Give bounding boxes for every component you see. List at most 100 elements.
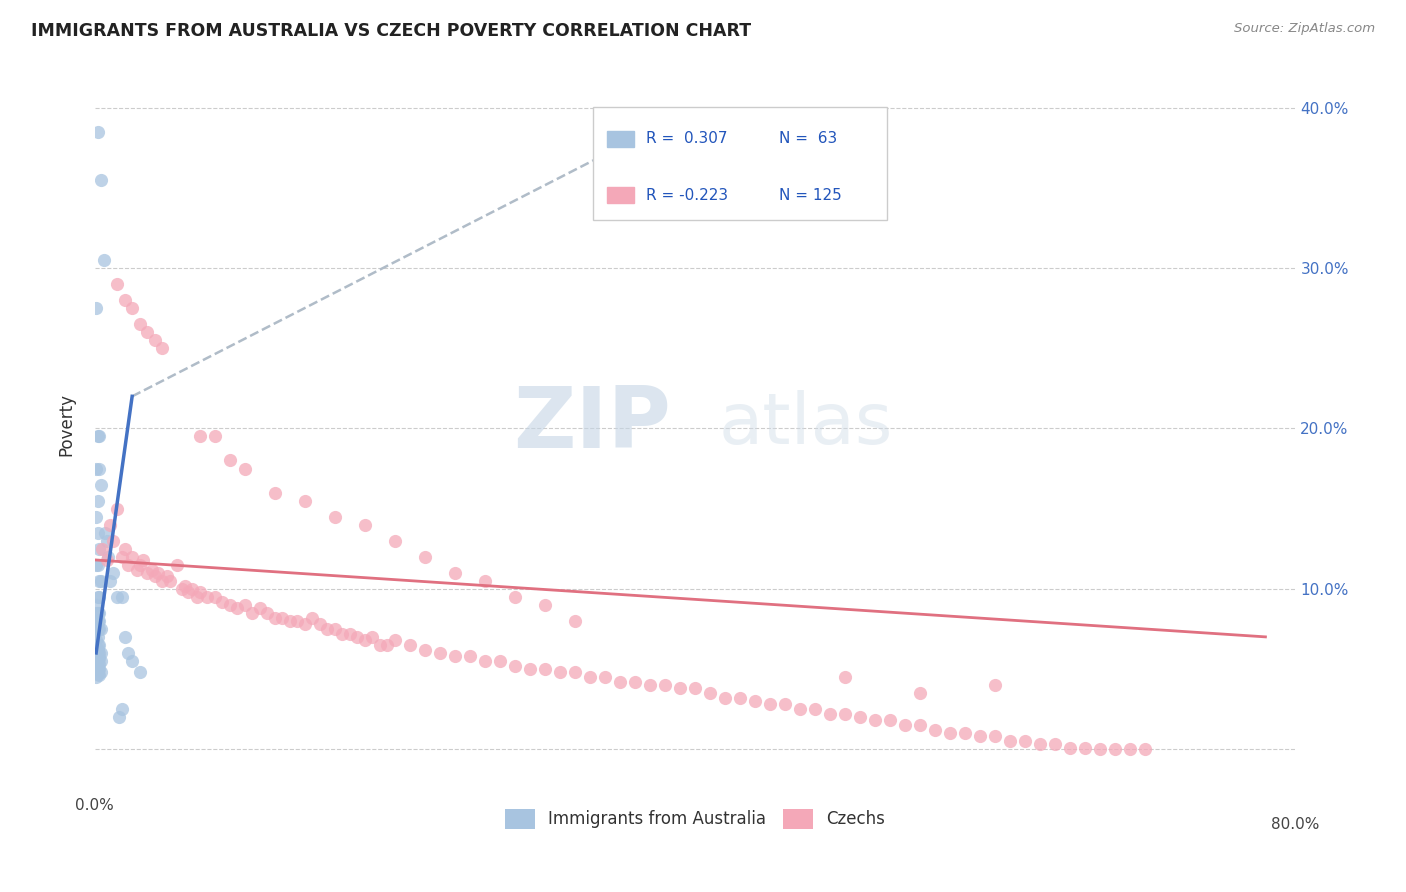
Point <box>181 582 204 596</box>
Point <box>105 277 128 291</box>
Point <box>624 674 647 689</box>
Point <box>204 429 226 443</box>
Point <box>89 638 111 652</box>
Point <box>89 662 111 676</box>
Point <box>86 642 108 657</box>
Point <box>256 606 278 620</box>
Point <box>90 654 112 668</box>
Point <box>84 558 107 572</box>
Point <box>263 610 285 624</box>
Point <box>939 726 962 740</box>
Point <box>294 493 316 508</box>
Text: R = -0.223: R = -0.223 <box>645 187 728 202</box>
Point <box>503 590 526 604</box>
Point <box>564 665 586 680</box>
Point <box>519 662 541 676</box>
Point <box>669 681 692 696</box>
Point <box>117 558 139 572</box>
Point <box>1090 742 1112 756</box>
Point <box>863 713 886 727</box>
Point <box>301 610 323 624</box>
Point <box>150 341 173 355</box>
Point <box>125 562 148 576</box>
Point <box>150 574 173 588</box>
Point <box>429 646 451 660</box>
Point <box>111 702 134 716</box>
Point <box>908 718 931 732</box>
Point <box>294 617 316 632</box>
Point <box>121 301 143 315</box>
Point <box>924 723 946 737</box>
Point <box>188 429 211 443</box>
Point <box>728 690 751 705</box>
Point <box>218 598 240 612</box>
Point <box>353 633 375 648</box>
Point <box>128 317 150 331</box>
Point <box>86 614 108 628</box>
Point <box>375 638 398 652</box>
Point <box>714 690 737 705</box>
Point <box>1059 740 1081 755</box>
Point <box>89 622 111 636</box>
Point <box>90 574 112 588</box>
Point <box>143 569 166 583</box>
Point <box>353 517 375 532</box>
Point <box>384 533 406 548</box>
Point <box>89 590 111 604</box>
Point <box>579 670 602 684</box>
Point <box>84 658 107 673</box>
Point <box>323 509 346 524</box>
Point <box>361 630 384 644</box>
Point <box>86 638 108 652</box>
Point <box>89 646 111 660</box>
Point <box>346 630 368 644</box>
Point <box>683 681 706 696</box>
Point <box>969 729 991 743</box>
Point <box>654 678 676 692</box>
Point <box>86 525 108 540</box>
Point <box>94 525 117 540</box>
Point <box>105 501 128 516</box>
Point <box>84 598 107 612</box>
Point <box>1074 740 1097 755</box>
Point <box>90 173 112 187</box>
Point <box>90 622 112 636</box>
Point <box>278 614 301 628</box>
Text: Source: ZipAtlas.com: Source: ZipAtlas.com <box>1234 22 1375 36</box>
Point <box>156 569 179 583</box>
Point <box>489 654 512 668</box>
Point <box>398 638 420 652</box>
Point <box>101 533 124 548</box>
Y-axis label: Poverty: Poverty <box>58 392 75 456</box>
Point <box>984 678 1007 692</box>
Point <box>114 630 136 644</box>
Point <box>90 665 112 680</box>
Point <box>107 710 129 724</box>
Point <box>818 706 841 721</box>
Point <box>86 666 108 681</box>
Legend: Immigrants from Australia, Czechs: Immigrants from Australia, Czechs <box>498 802 891 836</box>
Point <box>121 549 143 564</box>
Point <box>86 622 108 636</box>
Point <box>98 574 121 588</box>
Point <box>86 662 108 676</box>
Point <box>330 626 353 640</box>
Point <box>86 630 108 644</box>
Point <box>89 606 111 620</box>
Bar <box>607 187 634 203</box>
Point <box>173 578 195 592</box>
Point <box>186 590 208 604</box>
Point <box>474 654 496 668</box>
Point <box>444 649 467 664</box>
Point <box>1000 734 1022 748</box>
Point <box>204 590 226 604</box>
Point <box>86 429 108 443</box>
Point <box>90 646 112 660</box>
Point <box>176 585 198 599</box>
Point <box>1029 737 1052 751</box>
Point <box>84 509 107 524</box>
Point <box>84 641 107 656</box>
Point <box>84 606 107 620</box>
Point <box>368 638 391 652</box>
Point <box>170 582 193 596</box>
